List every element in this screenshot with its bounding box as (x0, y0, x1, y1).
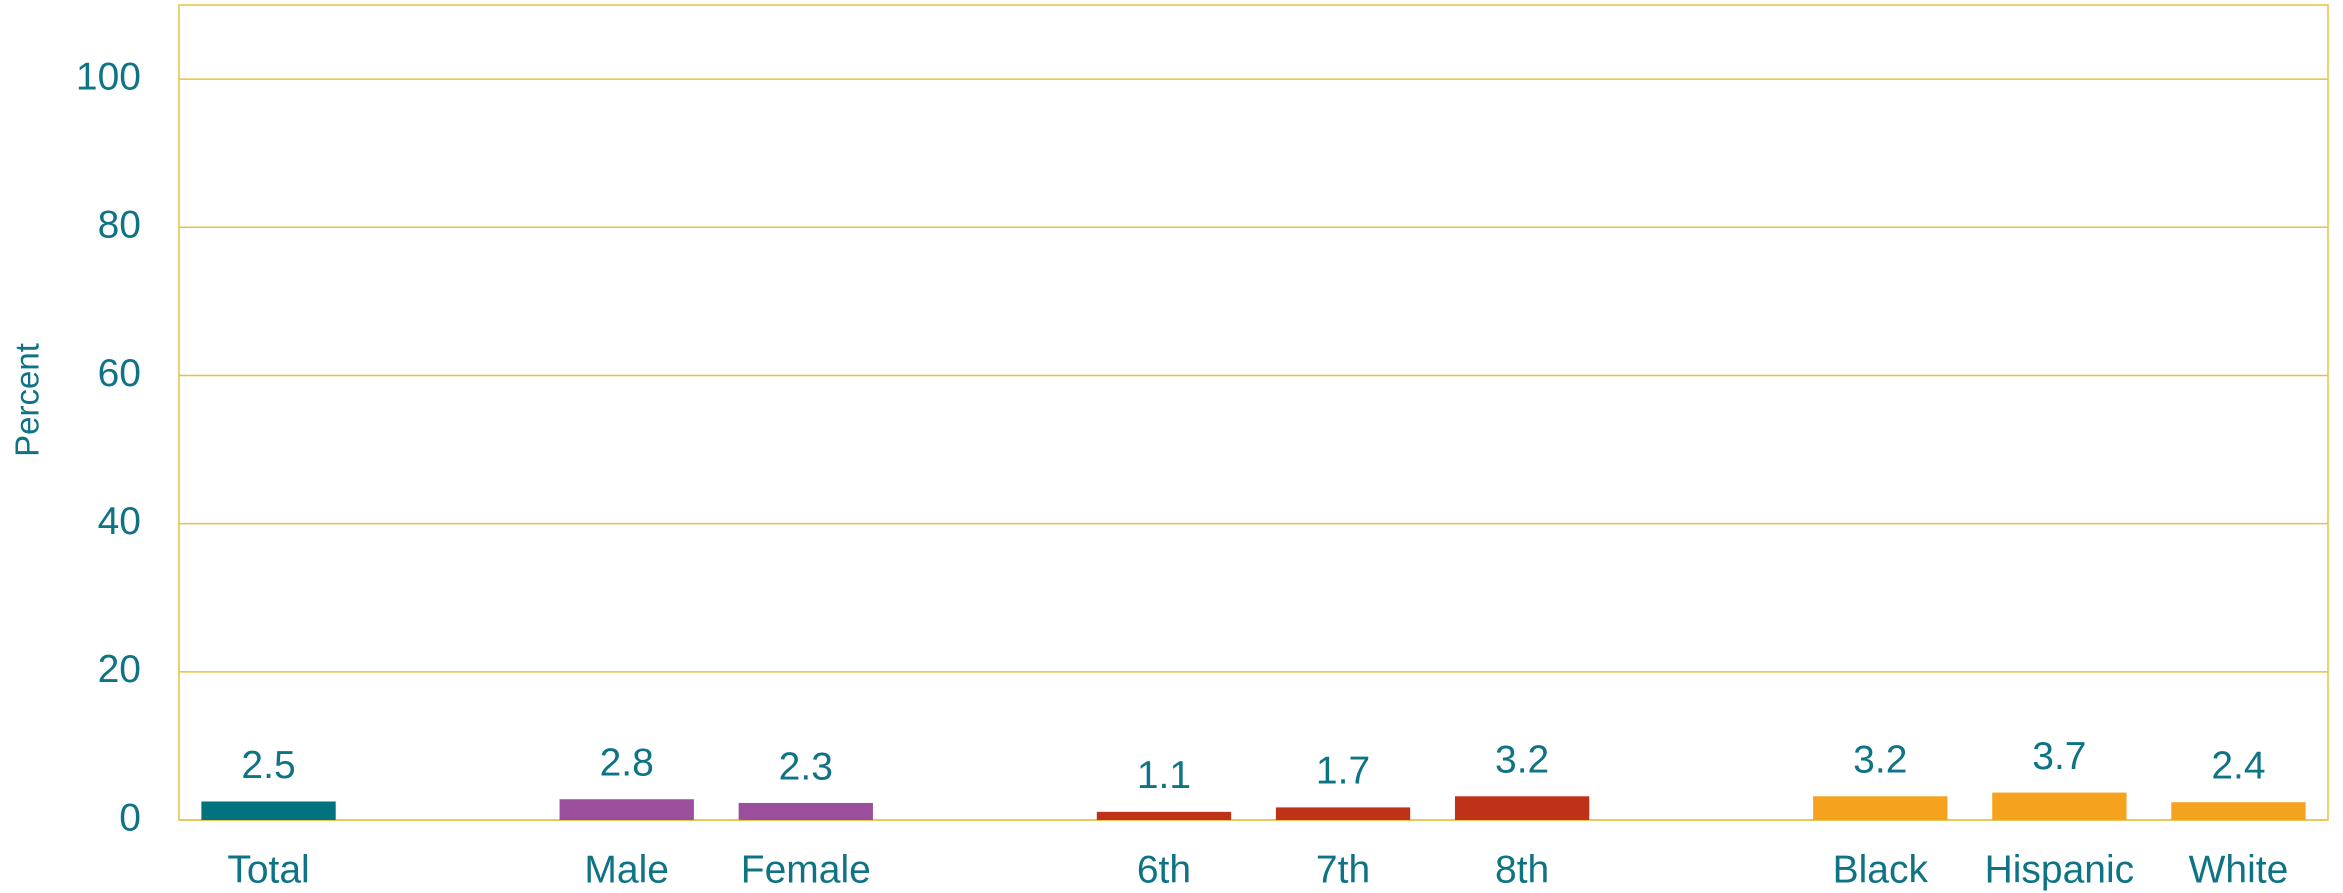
bar (559, 799, 694, 820)
x-tick-label: Hispanic (1985, 848, 2135, 891)
x-tick-label: Black (1833, 848, 1929, 891)
x-tick-label: Female (741, 848, 871, 891)
bar (2171, 802, 2306, 820)
value-label: 2.5 (241, 744, 295, 787)
value-label: 2.4 (2211, 745, 2265, 788)
value-label: 2.3 (779, 745, 833, 788)
value-label: 3.2 (1853, 739, 1907, 782)
value-label: 1.1 (1137, 754, 1191, 797)
x-tick-label: White (2189, 848, 2289, 891)
x-tick-label: Total (227, 848, 309, 891)
y-tick-label: 100 (76, 55, 141, 98)
plot-frame (178, 4, 2329, 821)
value-label: 3.7 (2032, 735, 2086, 778)
value-label: 3.2 (1495, 739, 1549, 782)
x-tick-label: Male (584, 848, 669, 891)
x-tick-label: 8th (1495, 848, 1549, 891)
y-tick-label: 0 (119, 796, 141, 839)
x-tick-label: 7th (1316, 848, 1370, 891)
y-axis-label: Percent (9, 343, 46, 457)
bar (1096, 811, 1232, 820)
value-label: 1.7 (1316, 750, 1370, 793)
bar (201, 801, 336, 820)
bar (1813, 796, 1948, 820)
y-tick-label: 20 (98, 648, 141, 691)
bar (1275, 807, 1411, 820)
bar (1992, 792, 2127, 820)
bar (1454, 796, 1590, 820)
bar (738, 802, 873, 820)
value-label: 2.8 (600, 742, 654, 785)
y-tick-label: 40 (98, 500, 141, 543)
x-tick-label: 6th (1137, 848, 1191, 891)
y-tick-label: 80 (98, 204, 141, 247)
y-tick-label: 60 (98, 352, 141, 395)
